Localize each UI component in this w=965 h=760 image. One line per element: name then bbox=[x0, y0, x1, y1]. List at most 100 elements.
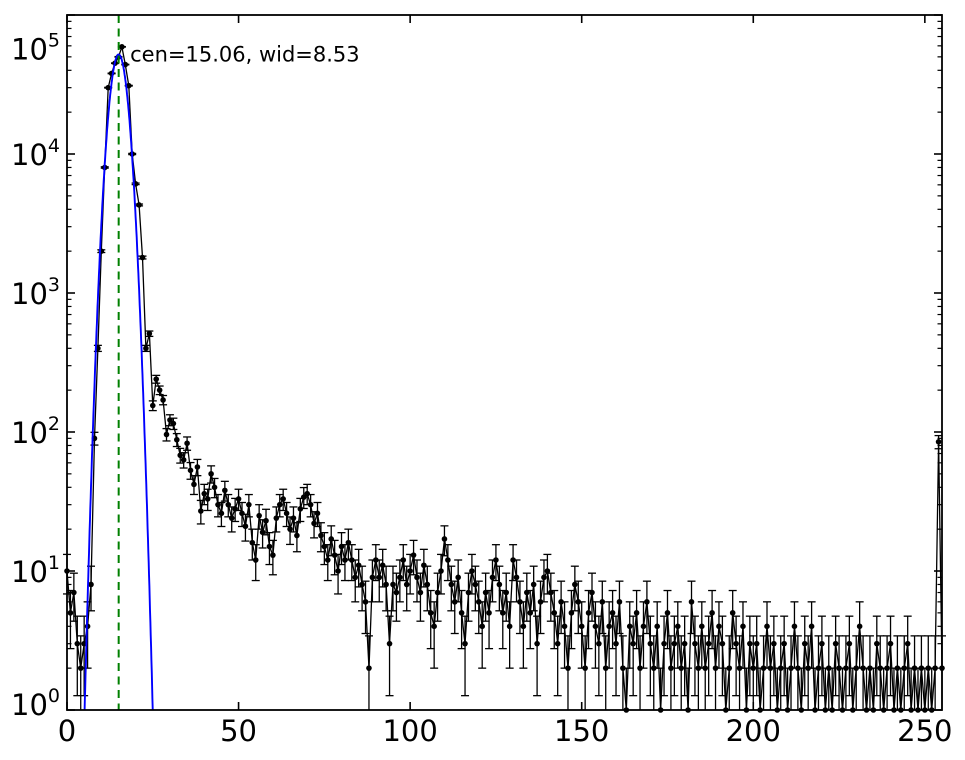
data-point-marker bbox=[716, 623, 722, 630]
data-point-marker bbox=[287, 526, 293, 532]
y-tick-label: 102 bbox=[11, 413, 60, 450]
data-point-marker bbox=[438, 568, 444, 574]
data-point-marker bbox=[777, 665, 784, 671]
data-point-marker bbox=[259, 529, 266, 536]
data-point-marker bbox=[482, 589, 489, 596]
data-point-marker bbox=[163, 431, 170, 438]
data-point-marker bbox=[918, 665, 925, 671]
data-point-marker bbox=[222, 487, 228, 494]
data-point-marker bbox=[201, 490, 208, 497]
data-point-marker bbox=[321, 543, 328, 550]
gaussian-fit-curve bbox=[83, 53, 154, 710]
data-point-marker bbox=[167, 417, 173, 423]
data-point-marker bbox=[599, 599, 606, 605]
data-point-marker bbox=[856, 623, 863, 630]
data-point-marker bbox=[726, 665, 733, 671]
data-point-marker bbox=[149, 402, 156, 409]
data-point-marker bbox=[194, 464, 201, 470]
data-point-markers bbox=[64, 44, 945, 713]
data-point-marker bbox=[558, 599, 564, 605]
data-point-marker bbox=[791, 623, 798, 630]
data-point-marker bbox=[331, 552, 338, 558]
data-point-marker bbox=[589, 589, 595, 596]
data-point-marker bbox=[572, 581, 578, 588]
data-point-marker bbox=[935, 439, 942, 445]
data-point-marker bbox=[510, 557, 516, 563]
data-point-marker bbox=[688, 599, 695, 605]
data-point-marker bbox=[184, 440, 190, 447]
data-point-marker bbox=[753, 640, 760, 647]
data-point-marker bbox=[407, 568, 413, 574]
x-tick-label: 50 bbox=[220, 714, 257, 748]
data-point-marker bbox=[702, 665, 709, 671]
data-point-marker bbox=[884, 665, 890, 671]
data-point-marker bbox=[335, 568, 341, 574]
data-point-marker bbox=[228, 515, 235, 521]
data-point-marker bbox=[352, 574, 359, 581]
data-point-marker bbox=[548, 589, 554, 596]
data-point-marker bbox=[534, 640, 540, 647]
data-point-marker bbox=[637, 665, 643, 671]
data-point-marker bbox=[609, 610, 616, 616]
data-point-marker bbox=[493, 557, 499, 563]
data-point-marker bbox=[273, 515, 280, 521]
data-point-marker bbox=[496, 581, 503, 588]
histogram-line bbox=[66, 44, 943, 711]
data-point-marker bbox=[750, 665, 757, 671]
data-point-marker bbox=[77, 665, 84, 671]
data-point-marker bbox=[740, 623, 746, 630]
data-point-marker bbox=[860, 665, 866, 671]
data-point-marker bbox=[832, 640, 839, 647]
data-point-marker bbox=[705, 640, 712, 647]
data-point-marker bbox=[71, 589, 77, 596]
data-point-marker bbox=[136, 202, 142, 208]
data-point-marker bbox=[747, 640, 753, 647]
data-point-marker bbox=[805, 665, 811, 671]
data-point-marker bbox=[390, 581, 396, 588]
data-point-marker bbox=[699, 623, 705, 630]
data-point-marker bbox=[160, 397, 166, 403]
data-point-marker bbox=[517, 599, 523, 605]
data-point-marker bbox=[349, 557, 355, 563]
data-point-marker bbox=[424, 581, 431, 588]
data-point-marker bbox=[74, 640, 81, 647]
data-point-marker bbox=[874, 640, 880, 647]
data-point-marker bbox=[187, 467, 194, 474]
data-point-marker bbox=[901, 665, 908, 671]
data-point-marker bbox=[373, 557, 379, 563]
data-point-marker bbox=[345, 539, 352, 546]
data-point-marker bbox=[674, 623, 681, 630]
gaussian-curve bbox=[83, 53, 154, 710]
data-point-marker bbox=[544, 568, 551, 574]
data-point-marker bbox=[445, 557, 451, 563]
data-point-marker bbox=[932, 665, 938, 671]
data-point-marker bbox=[362, 599, 369, 605]
data-point-marker bbox=[146, 330, 153, 337]
data-point-marker bbox=[640, 623, 647, 630]
data-point-marker bbox=[911, 665, 918, 671]
data-point-marker bbox=[620, 665, 626, 671]
data-point-marker bbox=[630, 640, 636, 647]
data-point-marker bbox=[719, 640, 726, 647]
data-point-marker bbox=[819, 640, 825, 647]
data-point-marker bbox=[369, 574, 376, 581]
data-point-marker bbox=[795, 665, 801, 671]
data-point-marker bbox=[661, 640, 667, 647]
data-point-marker bbox=[256, 512, 262, 519]
data-point-marker bbox=[808, 623, 815, 630]
data-point-marker bbox=[554, 640, 561, 647]
data-point-marker bbox=[541, 574, 547, 581]
data-point-marker bbox=[486, 610, 492, 616]
data-point-marker bbox=[695, 665, 702, 671]
data-point-marker bbox=[678, 665, 685, 671]
data-point-marker bbox=[465, 589, 472, 596]
data-point-marker bbox=[815, 665, 822, 671]
data-point-marker bbox=[455, 574, 461, 581]
data-point-marker bbox=[843, 665, 849, 671]
y-tick-label: 103 bbox=[11, 274, 60, 311]
data-point-marker bbox=[668, 665, 674, 671]
data-point-marker bbox=[249, 539, 256, 546]
data-point-marker bbox=[153, 376, 160, 382]
data-point-marker bbox=[788, 665, 794, 671]
data-point-marker bbox=[602, 665, 609, 671]
